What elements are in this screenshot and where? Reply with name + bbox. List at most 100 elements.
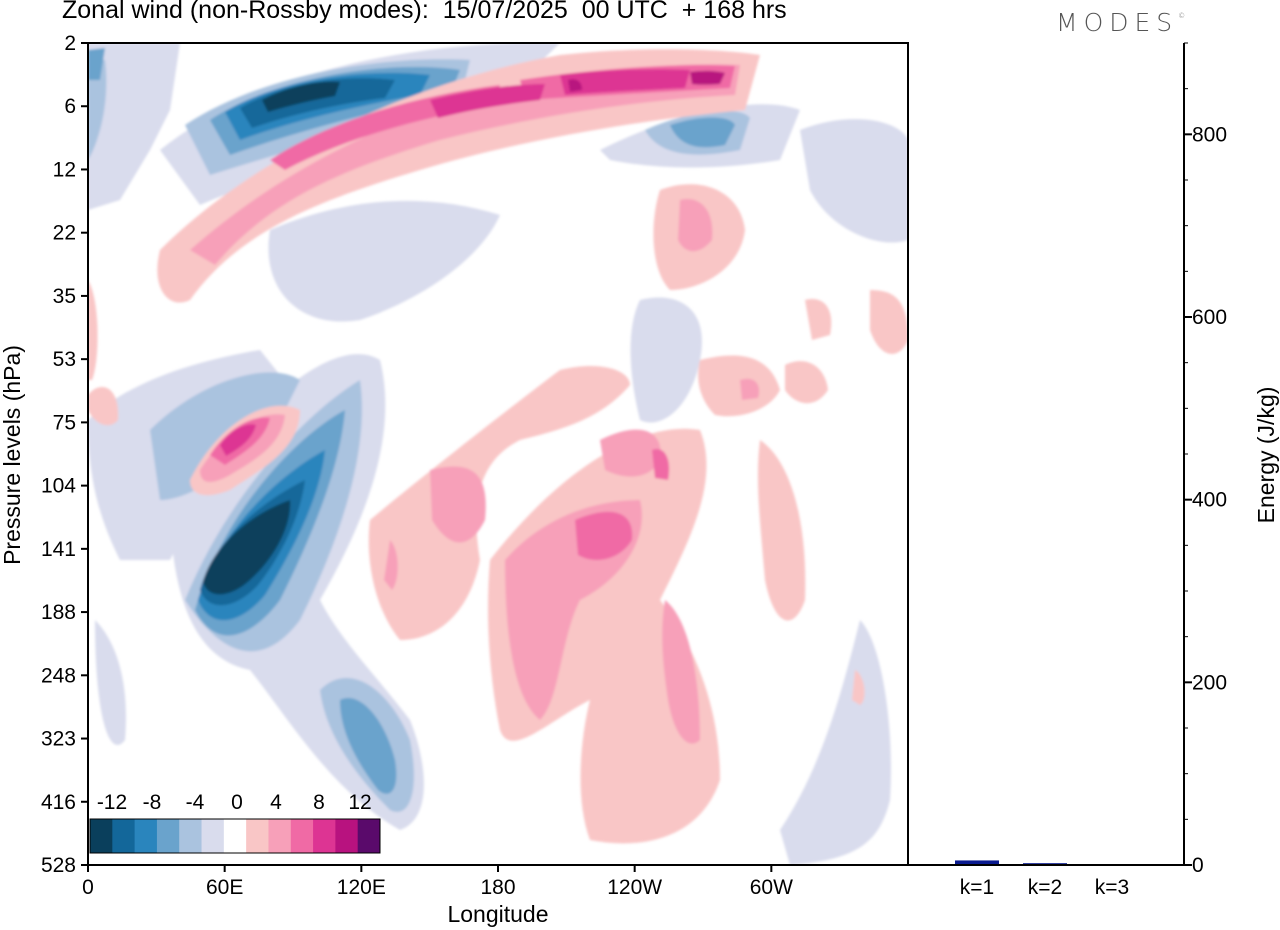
y-tick-label: 22 [53, 222, 76, 245]
longitude-axis: 0 60E 120E 180 120W 60W [82, 865, 793, 899]
contour-band [240, 78, 395, 128]
contour-band [340, 698, 397, 794]
y-tick-label: 12 [53, 158, 76, 181]
chart-title: Zonal wind (non-Rossby modes): 15/07/202… [62, 0, 787, 24]
contour-band [500, 290, 620, 347]
energy-tick-label: 400 [1192, 489, 1227, 512]
energy-bar [955, 860, 999, 865]
y-tick-label: 35 [53, 285, 76, 308]
contour-band [780, 620, 891, 865]
x-tick-label: 120E [337, 876, 386, 899]
contour-band [268, 200, 500, 322]
contour-band [690, 70, 725, 85]
contour-band [95, 620, 126, 745]
colorbar-label: 4 [270, 791, 282, 814]
y-tick-label: 528 [41, 854, 76, 877]
contour-band [805, 299, 832, 340]
contour-band [384, 540, 398, 590]
colorbar-swatch [313, 819, 336, 853]
contour-band [88, 43, 180, 210]
contour-band [88, 280, 98, 380]
colorbar-label: -8 [143, 791, 162, 814]
contour-band [630, 297, 702, 423]
colorbar-swatch [223, 819, 247, 853]
energy-bar-plot: 0 200 400 600 800 k=1 k=2 k=3 Energy (J/kg) [907, 42, 1279, 899]
contour-band [662, 600, 700, 744]
contour-band [785, 361, 828, 404]
contour-band [800, 119, 908, 243]
colorbar-swatch [201, 819, 225, 853]
colorbar: -12 -8 -4 0 4 8 12 [89, 791, 381, 854]
wavenumber-label: k=1 [960, 876, 994, 899]
y-tick-label: 75 [53, 411, 76, 434]
colorbar-label: 12 [348, 791, 371, 814]
y-tick-label: 248 [41, 664, 76, 687]
pressure-axis: 2 6 12 22 35 53 75 104 141 188 248 323 416 528 [41, 32, 88, 877]
energy-tick-label: 800 [1192, 123, 1227, 146]
contour-band [203, 500, 291, 595]
contour-band [430, 84, 545, 118]
y-tick-label: 2 [64, 32, 76, 55]
contour-band [262, 81, 340, 112]
y-tick-label: 53 [53, 348, 76, 371]
contour-band [870, 290, 908, 354]
colorbar-swatch [179, 819, 203, 853]
wavenumber-axis: k=1 k=2 k=3 [960, 876, 1129, 899]
x-tick-label: 120W [607, 876, 662, 899]
contour-band [678, 199, 713, 252]
colorbar-swatch [156, 819, 180, 853]
contour-band [740, 378, 760, 400]
bar-plot-background [908, 43, 1184, 865]
y-tick-label: 188 [41, 601, 76, 624]
contour-band [157, 49, 760, 303]
colorbar-swatch [335, 819, 359, 853]
contour-band [698, 355, 780, 417]
energy-axis: 0 200 400 600 800 [1184, 42, 1227, 877]
colorbar-swatch [268, 819, 292, 853]
contour-band [575, 511, 633, 560]
contour-band [368, 365, 630, 640]
x-tick-label: 180 [480, 876, 515, 899]
y-tick-label: 416 [41, 791, 76, 814]
contour-band [88, 60, 107, 160]
contour-band [560, 69, 690, 95]
y-axis-label: Pressure levels (hPa) [0, 345, 25, 565]
y-tick-label: 323 [41, 728, 76, 751]
brand-text: MODES [1056, 8, 1179, 37]
x-tick-label: 60W [750, 876, 793, 899]
y-tick-label: 141 [41, 538, 76, 561]
colorbar-label: 0 [231, 791, 243, 814]
contour-band [852, 670, 865, 705]
wavenumber-label: k=3 [1095, 876, 1129, 899]
colorbar-label: 8 [313, 791, 325, 814]
colorbar-label: -4 [186, 791, 205, 814]
colorbar-swatch [134, 819, 158, 853]
energy-tick-label: 200 [1192, 671, 1227, 694]
colorbar-swatch [290, 819, 314, 853]
wavenumber-label: k=2 [1028, 876, 1062, 899]
x-tick-label: 0 [82, 876, 94, 899]
contour-band [419, 698, 482, 816]
colorbar-swatch [357, 819, 381, 853]
colorbar-swatch [112, 819, 136, 853]
heatmap-plot-area: -12 -8 -4 0 4 8 12 0 60E 120E 180 120W 60W 2 6 12 22 35… [0, 32, 909, 927]
y-tick-label: 6 [64, 95, 76, 118]
x-tick-label: 60E [206, 876, 243, 899]
colorbar-swatch [90, 819, 113, 853]
colorbar-swatch [246, 819, 269, 853]
energy-axis-label: Energy (J/kg) [1253, 387, 1279, 524]
y-tick-label: 104 [41, 475, 76, 498]
contour-band [88, 48, 105, 80]
energy-tick-label: 600 [1192, 306, 1227, 329]
brand-logo: MODES© [1056, 8, 1185, 37]
brand-mark: © [1178, 12, 1186, 20]
heatmap-contour-field [88, 43, 908, 865]
contour-band [88, 387, 119, 426]
contour-band [652, 449, 670, 480]
colorbar-label: -12 [97, 791, 127, 814]
contour-band [600, 429, 661, 477]
energy-tick-label: 0 [1192, 854, 1204, 877]
contour-band [220, 424, 256, 456]
colorbar-frame [89, 818, 381, 854]
